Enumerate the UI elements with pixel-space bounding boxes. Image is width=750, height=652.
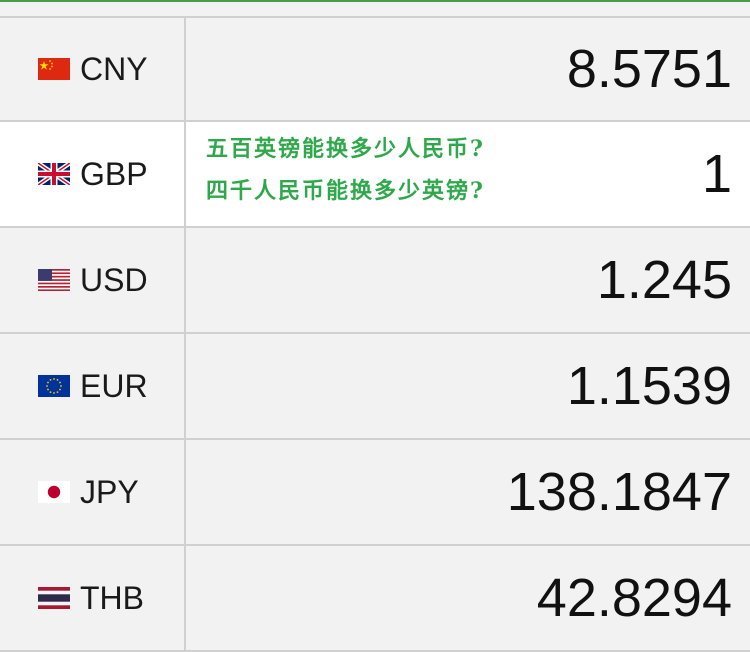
currency-code: CNY [80,50,148,87]
currency-code: GBP [80,155,148,192]
gb-flag-icon [38,163,70,185]
currency-code-cell[interactable]: USD [0,228,186,332]
currency-value-cell[interactable]: 138.1847 [186,440,750,544]
currency-code-cell[interactable]: GBP [0,122,186,226]
currency-code-cell[interactable]: EUR [0,334,186,438]
currency-value: 138.1847 [506,462,732,522]
currency-code-cell[interactable]: THB [0,546,186,650]
currency-code: EUR [80,367,148,404]
currency-row-usd[interactable]: USD 1.245 [0,228,750,334]
currency-code: THB [80,579,144,616]
currency-value: 1 [701,144,732,204]
jp-flag-icon [38,481,70,503]
currency-code-cell[interactable]: JPY [0,440,186,544]
annotation-line-1: 五百英镑能换多少人民币? [206,136,485,162]
th-flag-icon [38,587,70,609]
annotation-line-2: 四千人民币能换多少英镑? [206,178,485,204]
currency-value-cell[interactable]: 1.1539 [186,334,750,438]
eu-flag-icon [38,375,70,397]
currency-value: 42.8294 [536,568,732,628]
currency-row-jpy[interactable]: JPY 138.1847 [0,440,750,546]
currency-value: 1.1539 [566,356,732,416]
currency-value-cell[interactable]: 五百英镑能换多少人民币? 四千人民币能换多少英镑? 1 [186,122,750,226]
currency-value: 1.245 [596,250,732,310]
currency-code: JPY [80,473,139,510]
currency-code-cell[interactable]: CNY [0,18,186,120]
us-flag-icon [38,269,70,291]
currency-row-gbp[interactable]: GBP 五百英镑能换多少人民币? 四千人民币能换多少英镑? 1 [0,122,750,228]
currency-code: USD [80,261,148,298]
top-accent-line [0,0,750,2]
currency-row-cny[interactable]: CNY 8.5751 [0,16,750,122]
currency-value-cell[interactable]: 8.5751 [186,18,750,120]
currency-row-eur[interactable]: EUR 1.1539 [0,334,750,440]
handwritten-annotation: 五百英镑能换多少人民币? 四千人民币能换多少英镑? [206,128,485,212]
currency-value-cell[interactable]: 42.8294 [186,546,750,650]
currency-value-cell[interactable]: 1.245 [186,228,750,332]
currency-row-thb[interactable]: THB 42.8294 [0,546,750,652]
currency-value: 8.5751 [566,39,732,99]
currency-table: CNY 8.5751 GBP 五百英镑能换多少人民币? 四千人民币能换多少英镑?… [0,16,750,652]
cn-flag-icon [38,58,70,80]
